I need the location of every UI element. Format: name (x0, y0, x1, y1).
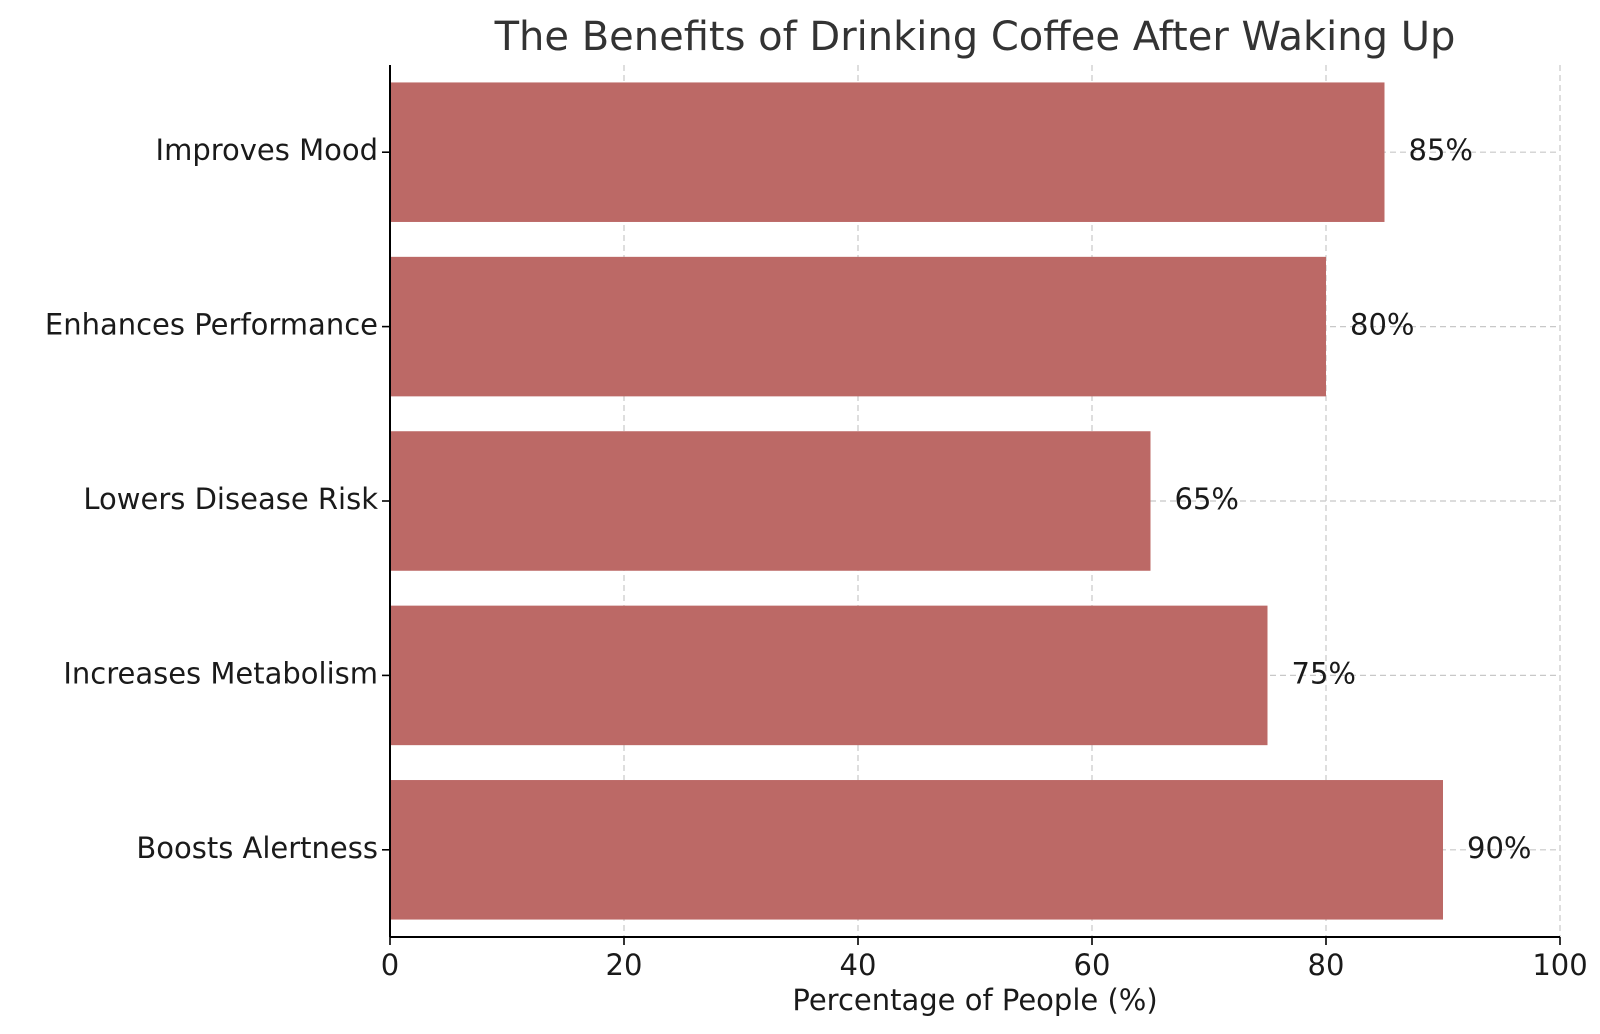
bar-value-label: 80% (1350, 308, 1414, 342)
x-tick-label: 60 (1074, 948, 1111, 982)
category-label: Lowers Disease Risk (83, 482, 378, 516)
category-label: Increases Metabolism (63, 656, 378, 690)
bar-value-label: 65% (1175, 482, 1239, 516)
bars (390, 82, 1443, 920)
bar (390, 780, 1443, 920)
bar (390, 605, 1268, 746)
category-label: Boosts Alertness (136, 831, 378, 865)
x-axis-label: Percentage of People (%) (792, 983, 1157, 1017)
x-tick-label: 40 (840, 948, 877, 982)
bar-value-label: 85% (1409, 133, 1473, 167)
x-tick-label: 100 (1532, 948, 1587, 982)
axes: 0 20 40 60 80 100 Improves Mood Enhances Perfor… (45, 65, 1588, 982)
bar (390, 256, 1326, 397)
x-tick-label: 80 (1308, 948, 1345, 982)
bar (390, 82, 1385, 222)
bar (390, 431, 1151, 571)
value-labels: 85% 80% 65% 75% 90% (1175, 133, 1532, 865)
chart-title: The Benefits of Drinking Coffee After Wa… (494, 14, 1456, 60)
bar-value-label: 75% (1292, 656, 1356, 690)
bar-value-label: 90% (1467, 831, 1531, 865)
category-label: Enhances Performance (45, 308, 378, 342)
x-tick-label: 0 (381, 948, 399, 982)
category-label: Improves Mood (156, 133, 378, 167)
x-tick-label: 20 (606, 948, 643, 982)
